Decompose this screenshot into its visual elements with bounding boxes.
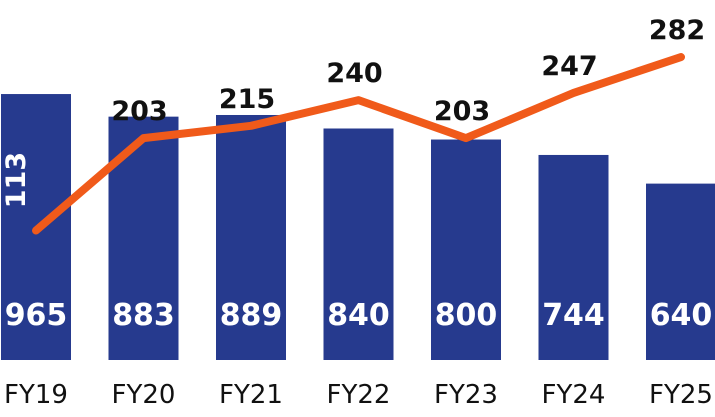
x-tick-label: FY19 xyxy=(4,380,68,410)
x-tick-label: FY22 xyxy=(327,380,391,410)
bar-fy22 xyxy=(323,128,394,360)
bar-value-label: 744 xyxy=(542,298,605,333)
x-tick-label: FY25 xyxy=(649,380,713,410)
line-value-label: 113 xyxy=(1,152,32,208)
line-value-label: 282 xyxy=(649,15,705,46)
bar-fy21 xyxy=(216,114,286,360)
line-value-label: 247 xyxy=(541,51,597,82)
line-layer xyxy=(32,53,685,235)
bar-value-label: 965 xyxy=(5,298,68,333)
bar-value-label: 640 xyxy=(650,298,713,333)
bar-fy24 xyxy=(538,154,609,360)
line-series xyxy=(32,53,685,235)
line-value-label: 215 xyxy=(219,84,275,115)
bar-fy25 xyxy=(646,183,715,360)
bar-fy23 xyxy=(431,139,501,360)
bars-layer xyxy=(1,94,715,361)
bar-value-label: 883 xyxy=(112,298,175,333)
line-value-label: 240 xyxy=(326,58,382,89)
x-tick-label: FY21 xyxy=(219,380,283,410)
labels-layer: 965 883 889 840 800 744 640 113 203 215 240 203 247 2… xyxy=(1,15,712,333)
x-tick-label: FY24 xyxy=(542,380,606,410)
line-value-label: 203 xyxy=(111,96,167,127)
bar-value-label: 800 xyxy=(435,298,498,333)
x-axis-ticks: FY19 FY20 FY21 FY22 FY23 FY24 FY25 xyxy=(4,380,713,410)
x-tick-label: FY20 xyxy=(112,380,176,410)
bar-value-label: 889 xyxy=(220,298,283,333)
line-value-label: 203 xyxy=(434,96,490,127)
x-tick-label: FY23 xyxy=(434,380,498,410)
bar-value-label: 840 xyxy=(327,298,390,333)
